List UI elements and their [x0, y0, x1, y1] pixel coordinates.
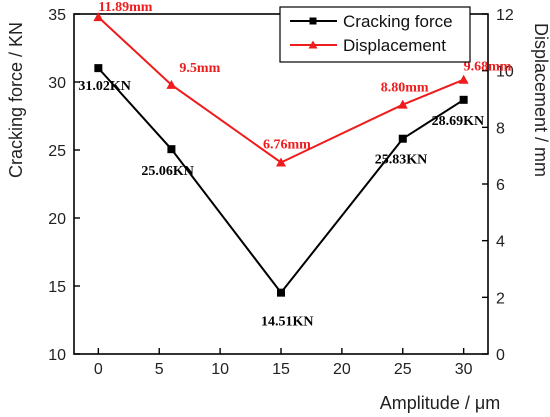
- left-y-tick-label: 10: [48, 347, 66, 364]
- cracking-force-point: [94, 64, 103, 73]
- right-y-tick-label: 0: [496, 347, 505, 364]
- displacement-data-label: 9.5mm: [179, 61, 220, 76]
- cracking-force-data-label: 31.02KN: [78, 79, 130, 94]
- right-y-tick-label: 2: [496, 290, 505, 307]
- legend-marker-displacement: [308, 40, 318, 49]
- cracking-force-data-label: 14.51KN: [261, 315, 314, 330]
- right-y-tick-label: 6: [496, 177, 505, 194]
- right-y-axis-ticks: 0 2 4 6 8 10 12: [482, 7, 514, 364]
- plot-frame: [73, 13, 489, 355]
- cracking-force-data-label: 28.69KN: [432, 114, 485, 129]
- legend-label-displacement: Displacement: [343, 36, 446, 55]
- legend-marker-cracking-force: [309, 17, 317, 25]
- displacement-point: [276, 157, 286, 167]
- legend-label-cracking-force: Cracking force: [343, 12, 453, 31]
- series-layer: 31.02KN 25.06KN 14.51KN 25.83KN 28.69KN 11.89…: [78, 0, 511, 330]
- displacement-point: [397, 99, 408, 109]
- left-y-tick-label: 25: [48, 143, 66, 160]
- displacement-point: [93, 12, 104, 22]
- displacement-data-label: 11.89mm: [98, 0, 152, 15]
- displacement-data-label: 9.68mm: [464, 60, 512, 75]
- left-y-tick-label: 30: [48, 75, 66, 92]
- x-axis-title: Amplitude / μm: [380, 393, 500, 413]
- x-tick-label: 25: [394, 361, 412, 378]
- x-tick-label: 15: [272, 361, 290, 378]
- right-y-tick-label: 12: [496, 7, 514, 24]
- cracking-force-point: [167, 145, 176, 154]
- right-y-tick-label: 4: [496, 234, 505, 251]
- x-tick-label: 10: [211, 361, 229, 378]
- left-y-tick-label: 15: [48, 279, 66, 296]
- displacement-data-label: 6.76mm: [263, 137, 311, 152]
- right-y-axis-title: Displacement / mm: [531, 23, 550, 177]
- cracking-force-data-label: 25.83KN: [375, 153, 428, 168]
- x-tick-label: 0: [94, 361, 103, 378]
- x-tick-label: 30: [455, 361, 473, 378]
- displacement-point: [166, 79, 177, 89]
- x-tick-label: 5: [155, 361, 164, 378]
- displacement-data-label: 8.80mm: [381, 81, 429, 96]
- cracking-force-data-label: 25.06KN: [141, 164, 194, 179]
- right-y-tick-label: 8: [496, 120, 505, 137]
- left-y-axis-ticks: 10 15 20 25 30 35: [48, 7, 80, 364]
- legend: Cracking force Displacement: [279, 6, 471, 63]
- displacement-point: [458, 74, 469, 84]
- x-tick-label: 20: [333, 361, 351, 378]
- right-y-tick-label: 10: [496, 64, 514, 81]
- left-y-axis-title: Cracking force / KN: [6, 22, 26, 178]
- x-axis-ticks: 0 5 10 15 20 25 30: [94, 348, 473, 378]
- left-y-tick-label: 35: [48, 7, 66, 24]
- cracking-force-point: [277, 288, 285, 297]
- cracking-force-point: [459, 95, 468, 104]
- cracking-force-point: [398, 134, 407, 143]
- left-y-tick-label: 20: [48, 211, 66, 228]
- legend-box: [279, 6, 471, 63]
